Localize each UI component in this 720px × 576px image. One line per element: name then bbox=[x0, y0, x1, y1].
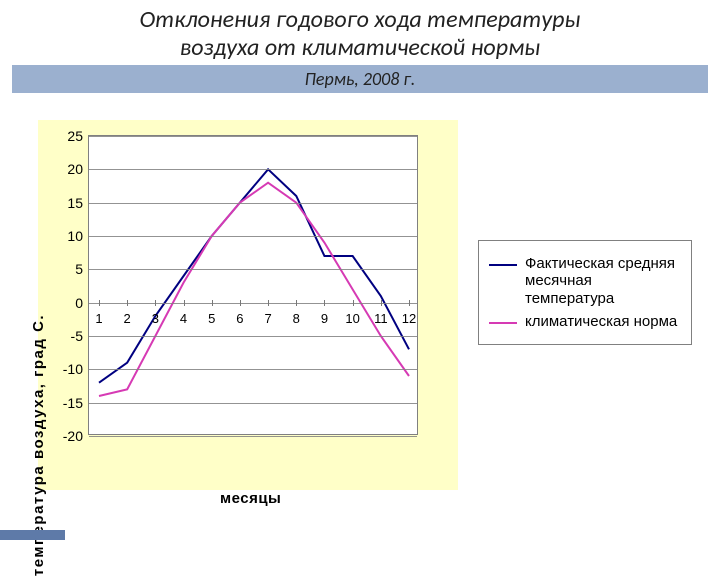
grid-line bbox=[89, 269, 417, 270]
series-line bbox=[99, 183, 409, 396]
x-tick-label: 8 bbox=[293, 311, 300, 326]
x-tick-label: 2 bbox=[124, 311, 131, 326]
grid-line bbox=[89, 369, 417, 370]
legend-label: Фактическая средняя месячная температура bbox=[525, 255, 681, 307]
accent-bar bbox=[0, 530, 65, 540]
x-tick-mark bbox=[381, 300, 382, 306]
chart-lines bbox=[89, 136, 417, 434]
y-tick-label: 25 bbox=[67, 128, 83, 144]
subtitle-text: Пермь, 2008 г. bbox=[305, 68, 416, 90]
legend-item: Фактическая средняя месячная температура bbox=[489, 255, 681, 307]
x-tick-mark bbox=[353, 300, 354, 306]
x-tick-label: 12 bbox=[402, 311, 416, 326]
x-tick-mark bbox=[324, 300, 325, 306]
x-tick-mark bbox=[409, 300, 410, 306]
x-tick-mark bbox=[184, 300, 185, 306]
x-tick-mark bbox=[155, 300, 156, 306]
x-tick-label: 5 bbox=[208, 311, 215, 326]
y-tick-label: -15 bbox=[63, 395, 83, 411]
x-tick-label: 10 bbox=[345, 311, 359, 326]
x-tick-mark bbox=[99, 300, 100, 306]
x-tick-label: 6 bbox=[236, 311, 243, 326]
x-axis-label: месяцы bbox=[220, 490, 281, 507]
title-block: Отклонения годового хода температуры воз… bbox=[0, 0, 720, 61]
x-tick-label: 9 bbox=[321, 311, 328, 326]
grid-line bbox=[89, 136, 417, 137]
x-tick-mark bbox=[268, 300, 269, 306]
y-tick-label: 0 bbox=[75, 295, 83, 311]
x-tick-label: 11 bbox=[374, 311, 388, 326]
grid-line bbox=[89, 336, 417, 337]
legend-label: климатическая норма bbox=[525, 313, 677, 330]
y-tick-label: 20 bbox=[67, 161, 83, 177]
x-tick-label: 3 bbox=[152, 311, 159, 326]
grid-line bbox=[89, 303, 417, 304]
x-tick-label: 7 bbox=[264, 311, 271, 326]
grid-line bbox=[89, 169, 417, 170]
legend-swatch bbox=[489, 322, 517, 324]
grid-line bbox=[89, 203, 417, 204]
x-tick-mark bbox=[240, 300, 241, 306]
y-tick-label: 15 bbox=[67, 195, 83, 211]
title-line-1: Отклонения годового хода температуры bbox=[0, 6, 720, 34]
y-tick-label: -10 bbox=[63, 361, 83, 377]
x-tick-mark bbox=[212, 300, 213, 306]
y-tick-label: 5 bbox=[75, 261, 83, 277]
subtitle-bar: Пермь, 2008 г. bbox=[12, 65, 708, 93]
x-tick-mark bbox=[296, 300, 297, 306]
grid-line bbox=[89, 236, 417, 237]
x-tick-label: 4 bbox=[180, 311, 187, 326]
legend-swatch bbox=[489, 264, 517, 266]
x-tick-label: 1 bbox=[95, 311, 102, 326]
chart-container: -20-15-10-50510152025123456789101112 тем… bbox=[10, 120, 710, 520]
series-line bbox=[99, 169, 409, 382]
legend: Фактическая средняя месячная температура… bbox=[478, 240, 692, 345]
grid-line bbox=[89, 403, 417, 404]
y-tick-label: -20 bbox=[63, 428, 83, 444]
grid-line bbox=[89, 436, 417, 437]
x-tick-mark bbox=[127, 300, 128, 306]
plot-area: -20-15-10-50510152025123456789101112 bbox=[88, 135, 418, 435]
title-line-2: воздуха от климатической нормы bbox=[0, 34, 720, 62]
legend-item: климатическая норма bbox=[489, 313, 681, 330]
y-tick-label: -5 bbox=[71, 328, 83, 344]
y-tick-label: 10 bbox=[67, 228, 83, 244]
